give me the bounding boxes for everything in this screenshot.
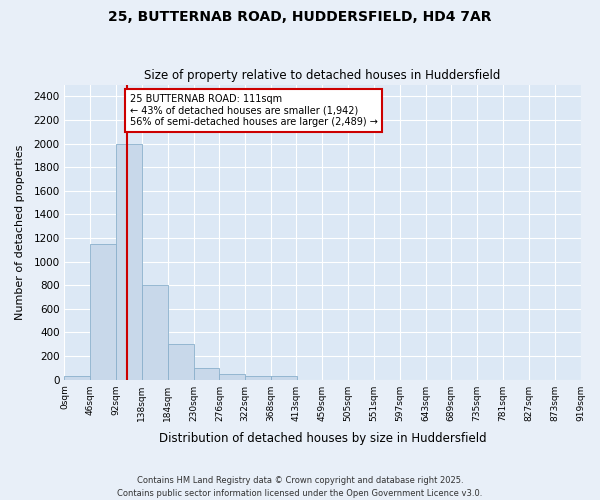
Y-axis label: Number of detached properties: Number of detached properties — [15, 144, 25, 320]
Bar — [168, 344, 194, 380]
Text: 25 BUTTERNAB ROAD: 111sqm
← 43% of detached houses are smaller (1,942)
56% of se: 25 BUTTERNAB ROAD: 111sqm ← 43% of detac… — [130, 94, 377, 127]
Text: 25, BUTTERNAB ROAD, HUDDERSFIELD, HD4 7AR: 25, BUTTERNAB ROAD, HUDDERSFIELD, HD4 7A… — [108, 10, 492, 24]
Title: Size of property relative to detached houses in Huddersfield: Size of property relative to detached ho… — [144, 69, 500, 82]
Bar — [220, 374, 245, 380]
Bar — [64, 376, 90, 380]
Text: Contains HM Land Registry data © Crown copyright and database right 2025.
Contai: Contains HM Land Registry data © Crown c… — [118, 476, 482, 498]
Bar — [90, 244, 116, 380]
Bar — [245, 376, 271, 380]
X-axis label: Distribution of detached houses by size in Huddersfield: Distribution of detached houses by size … — [158, 432, 486, 445]
Bar — [194, 368, 220, 380]
Bar — [271, 376, 297, 380]
Bar — [142, 285, 168, 380]
Bar — [116, 144, 142, 380]
